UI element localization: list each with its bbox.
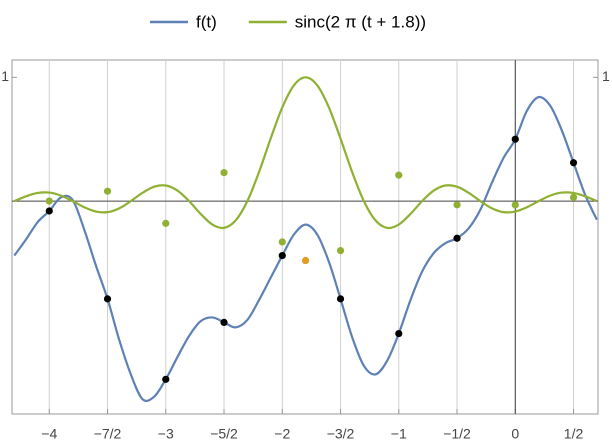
point — [395, 171, 403, 179]
x-tick-label: −3 — [158, 426, 174, 442]
point — [220, 318, 228, 327]
point — [453, 234, 461, 242]
point — [278, 251, 286, 260]
x-tick-label: −1/2 — [443, 426, 471, 442]
line — [13, 95, 598, 402]
point — [45, 197, 53, 205]
point — [103, 295, 112, 303]
y-tick-label: 1 — [602, 68, 610, 84]
point — [336, 295, 345, 303]
point — [395, 329, 403, 338]
point — [453, 201, 461, 209]
x-tick-label: −4 — [41, 426, 57, 442]
legend: f(t) sinc(2 π (t + 1.8)) — [150, 12, 426, 31]
point — [278, 238, 286, 246]
x-tick-label: 1/2 — [564, 426, 584, 442]
point — [45, 207, 53, 215]
point — [569, 159, 578, 167]
point — [569, 193, 578, 201]
point — [220, 169, 228, 177]
point — [511, 135, 519, 143]
x-tick-label: −2 — [274, 426, 290, 442]
legend-label: f(t) — [196, 12, 217, 31]
point — [162, 219, 170, 227]
x-tick-label: 0 — [511, 426, 519, 442]
point — [301, 256, 310, 265]
x-tick-label: −5/2 — [210, 426, 238, 442]
point — [162, 375, 170, 383]
point — [103, 187, 112, 195]
point — [336, 247, 345, 255]
line — [13, 76, 598, 230]
y-tick-label: 1 — [1, 68, 9, 84]
x-tick-label: −7/2 — [94, 426, 122, 442]
point — [511, 201, 519, 209]
x-tick-label: −1 — [391, 426, 407, 442]
legend-label: sinc(2 π (t + 1.8)) — [295, 12, 426, 31]
x-tick-label: −3/2 — [327, 426, 355, 442]
plot-frame — [11, 59, 599, 415]
